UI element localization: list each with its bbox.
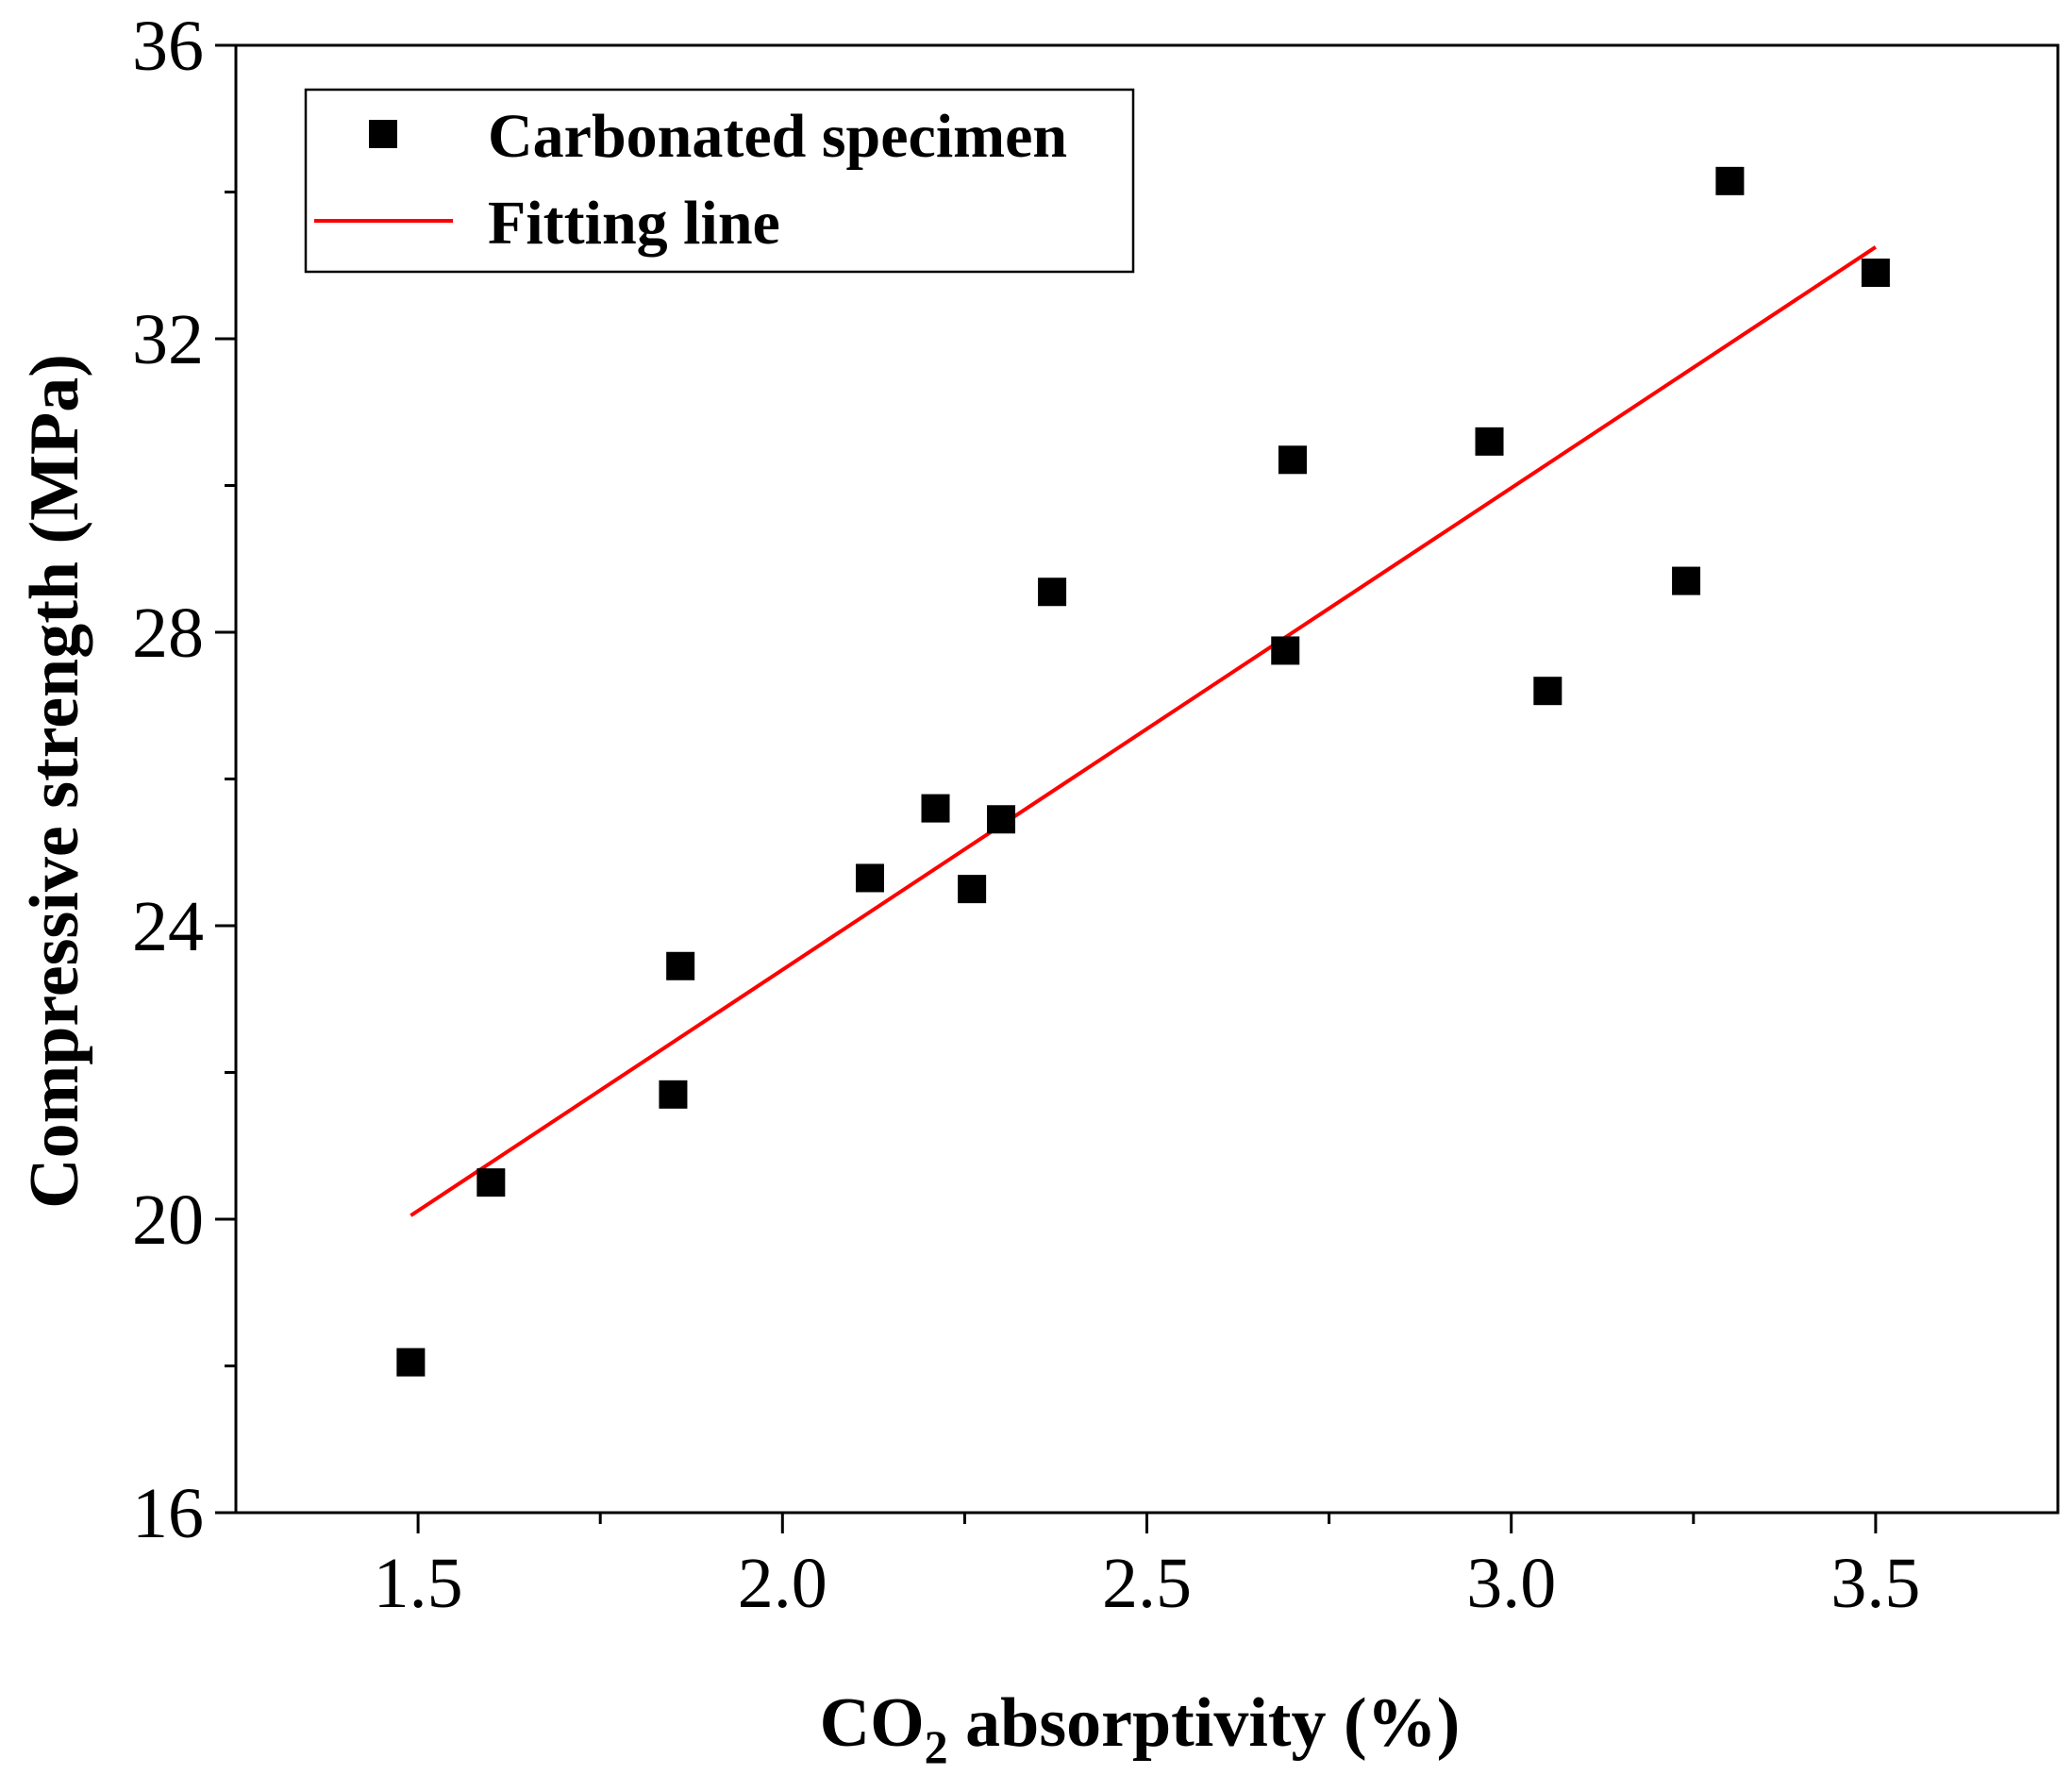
y-tick-label: 36	[132, 7, 204, 86]
data-point	[476, 1168, 506, 1197]
data-point	[666, 951, 695, 980]
data-point	[1533, 677, 1562, 706]
data-point	[1278, 445, 1307, 475]
x-tick-label: 1.5	[374, 1544, 463, 1623]
fitting-line-layer	[409, 245, 1878, 1217]
y-tick-label: 20	[132, 1181, 204, 1260]
y-tick-label: 28	[132, 594, 204, 673]
y-axis-title: Compressive strength (MPa)	[16, 354, 93, 1209]
data-point	[1715, 166, 1745, 195]
y-tick-label: 24	[132, 887, 204, 966]
x-tick-label: 2.5	[1102, 1544, 1192, 1623]
legend-box	[304, 88, 1135, 274]
data-point	[958, 875, 987, 904]
data-point	[987, 805, 1016, 834]
data-point	[659, 1080, 688, 1109]
x-tick-label: 3.5	[1830, 1544, 1920, 1623]
y-axis-ticks: 16 20 24 28 32 36	[132, 7, 236, 1553]
data-point	[1038, 578, 1067, 607]
data-point	[921, 794, 950, 823]
y-tick-label: 16	[132, 1474, 204, 1553]
legend-marker-square	[369, 120, 397, 148]
y-tick-label: 32	[132, 300, 204, 379]
scatter-points-layer	[396, 166, 1890, 1377]
legend: Carbonated specimen Fitting line	[304, 88, 1135, 274]
data-point	[1475, 427, 1504, 456]
data-point	[1861, 259, 1890, 288]
data-point	[1271, 636, 1300, 665]
data-point	[1672, 566, 1701, 595]
data-point	[855, 863, 884, 893]
fitting-line	[409, 245, 1878, 1217]
x-axis-ticks: 1.5 2.0 2.5 3.0 3.5	[374, 1513, 1920, 1623]
data-point	[396, 1348, 426, 1377]
x-tick-label: 2.0	[738, 1544, 827, 1623]
x-axis-title: CO2 absorptivity (%)	[820, 1684, 1461, 1773]
legend-label-fitting-line: Fitting line	[488, 189, 780, 258]
legend-label-carbonated-specimen: Carbonated specimen	[488, 102, 1067, 171]
x-tick-label: 3.0	[1466, 1544, 1556, 1623]
